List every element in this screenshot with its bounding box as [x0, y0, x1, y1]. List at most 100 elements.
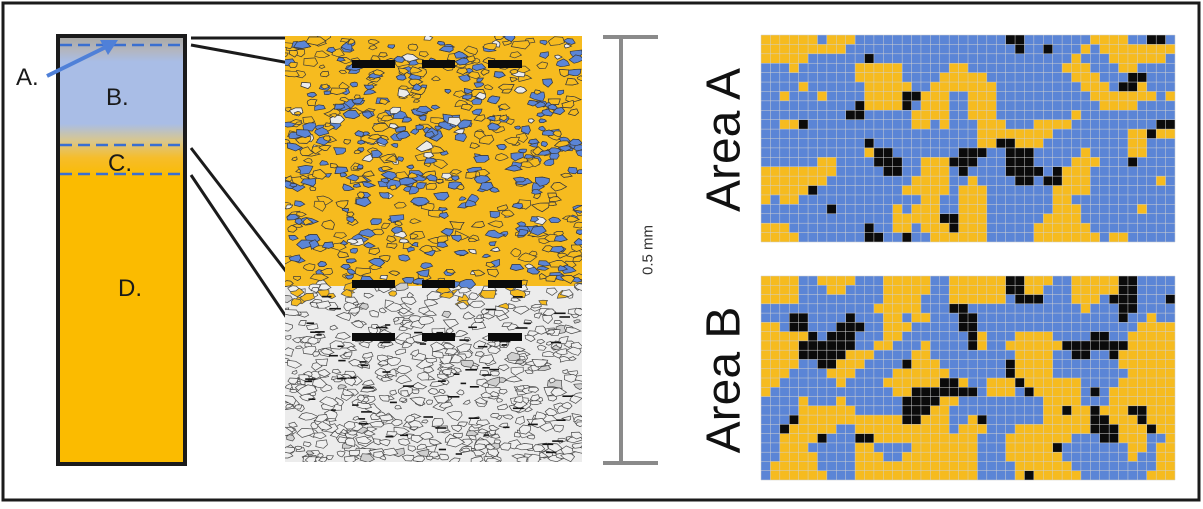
area-a-cell — [817, 232, 827, 243]
area-a-cell — [1015, 110, 1025, 120]
area-b-cell — [1099, 387, 1110, 397]
micro-grain — [514, 415, 525, 425]
area-b-cell — [1071, 350, 1081, 360]
micro-grain — [354, 130, 364, 138]
area-a-cell — [930, 213, 940, 224]
area-a-cell — [836, 176, 846, 186]
area-a-cell — [770, 119, 780, 130]
micro-grain — [460, 359, 475, 368]
area-a-cell — [855, 166, 865, 177]
area-a-cell — [873, 119, 884, 130]
area-a-cell — [1080, 138, 1091, 148]
micro-grain — [328, 113, 338, 118]
area-b-cell — [1071, 378, 1081, 388]
area-b-cell — [1165, 470, 1176, 481]
micro-grain — [379, 439, 391, 447]
micro-grain — [432, 418, 444, 427]
area-b-cell — [892, 285, 903, 295]
area-a-cell — [1156, 185, 1166, 196]
area-a-cell — [930, 91, 940, 101]
area-a-cell — [855, 110, 865, 120]
area-a-cell — [836, 213, 846, 224]
area-a-cell — [1052, 176, 1063, 186]
area-b-cell — [770, 461, 780, 471]
area-b-cell — [1127, 368, 1138, 379]
area-b-cell — [949, 368, 959, 379]
area-a-cell — [770, 185, 780, 196]
area-a-cell — [1156, 213, 1166, 224]
area-b-cell — [977, 396, 987, 406]
area-a-cell — [1062, 204, 1072, 214]
micro-grain — [333, 103, 346, 110]
micro-grain — [547, 36, 565, 46]
area-a-cell — [845, 35, 856, 45]
area-a-cell — [1024, 147, 1034, 158]
micro-grain — [511, 202, 524, 210]
micro-grain — [287, 285, 300, 292]
micro-mark — [460, 382, 467, 385]
micro-grain — [438, 45, 454, 53]
area-b-cell — [1080, 378, 1091, 388]
area-b-cell — [977, 461, 987, 471]
micro-grain — [379, 254, 391, 263]
micro-grain — [367, 133, 383, 141]
area-b-cell — [1052, 322, 1063, 332]
area-a-cell — [1052, 166, 1063, 177]
area-a-cell — [779, 213, 790, 224]
area-b-cell — [883, 350, 893, 360]
area-b-cell — [986, 424, 997, 434]
area-b-cell — [798, 285, 809, 295]
micro-grain — [462, 399, 471, 405]
area-a-cell — [761, 157, 771, 167]
area-b-grid — [760, 275, 1176, 481]
area-a-cell — [836, 223, 846, 233]
area-a-cell — [1024, 100, 1034, 111]
micro-grain — [463, 45, 478, 56]
area-a-cell — [883, 100, 893, 111]
area-b-cell — [855, 452, 865, 462]
area-b-cell — [920, 350, 931, 360]
micro-grain — [433, 191, 450, 201]
area-b-cell — [873, 405, 884, 416]
area-a-cell — [808, 147, 818, 158]
area-a-cell — [761, 129, 771, 139]
micro-grain — [544, 407, 558, 416]
area-a-cell — [1062, 138, 1072, 148]
area-b-cell — [911, 350, 922, 360]
area-a-cell — [836, 44, 846, 54]
area-b-cell — [1015, 294, 1025, 304]
area-a-cell — [1043, 194, 1053, 205]
micro-grain — [320, 70, 330, 78]
area-a-cell — [1005, 100, 1016, 111]
micro-grain — [565, 77, 579, 86]
area-b-cell — [855, 396, 865, 406]
area-a-cell — [1080, 35, 1091, 45]
area-b-cell — [958, 294, 969, 304]
micro-grain — [342, 351, 353, 358]
micro-grain — [453, 432, 463, 439]
micro-grain — [444, 89, 452, 94]
area-a-cell — [1127, 119, 1138, 130]
area-b-cell — [892, 396, 903, 406]
area-b-cell — [845, 461, 856, 471]
area-a-cell — [1099, 119, 1110, 130]
micro-grain — [541, 350, 557, 358]
micro-grain — [378, 414, 394, 421]
area-b-cell — [836, 303, 846, 314]
area-b-cell — [1080, 331, 1091, 341]
area-b-cell — [1080, 470, 1091, 481]
area-a-cell — [902, 44, 912, 54]
area-a-cell — [883, 166, 893, 177]
micro-grain — [334, 332, 351, 340]
area-a-cell — [1109, 232, 1119, 243]
area-b-cell — [1024, 461, 1034, 471]
area-a-cell — [883, 72, 893, 83]
area-a-cell — [986, 185, 997, 196]
micro-grain — [315, 358, 329, 366]
micro-grain — [533, 312, 543, 319]
area-a-cell — [808, 185, 818, 196]
micro-grain — [314, 104, 326, 111]
micro-grain — [393, 55, 405, 63]
micro-mark — [482, 374, 492, 376]
area-a-cell — [1052, 185, 1063, 196]
